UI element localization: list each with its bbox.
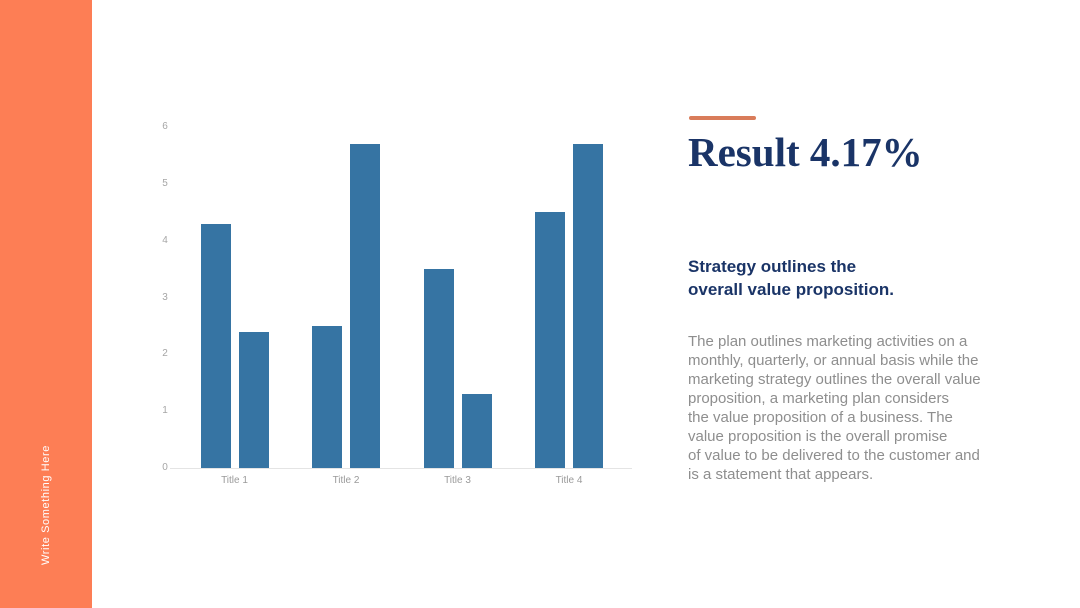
x-axis-category-label: Title 2 [332,475,360,486]
y-axis-tick-label: 6 [162,121,168,133]
y-axis-tick-label: 1 [162,405,168,417]
y-axis-tick-label: 3 [162,291,168,303]
bar-title-2-series-1 [312,325,342,468]
y-axis-tick-label: 5 [162,177,168,189]
bar-chart: 0 1 2 3 4 5 6 Title 1 Title 2 Title 3 Title 4 [155,115,640,495]
sidebar: Write Something Here [0,0,92,608]
accent-line [689,116,756,120]
x-axis-category-label: Title 4 [555,475,583,486]
bar-title-4-series-1 [535,212,565,468]
bar-title-4-series-2 [573,144,603,468]
x-axis-line [170,468,632,469]
y-axis-tick-label: 0 [162,462,168,473]
x-axis-category-label: Title 3 [444,475,471,486]
result-title: Result 4.17% [688,129,923,175]
sidebar-vertical-text: Write Something Here [40,444,52,565]
bar-title-1-series-1 [200,223,231,468]
bar-title-3-series-1 [423,269,454,468]
strategy-subtitle: Strategy outlines the overall value prop… [688,257,894,299]
sidebar-vertical-text-wrap: Write Something Here [0,441,92,569]
body-paragraph: The plan outlines marketing activities o… [688,333,981,483]
bar-title-1-series-2 [238,331,269,468]
bar-title-2-series-2 [350,144,380,468]
y-axis-tick-label: 4 [162,234,168,246]
x-axis-category-label: Title 1 [221,475,248,486]
content-panel: Result 4.17% Strategy outlines the overa… [688,114,1018,514]
y-axis-tick-label: 2 [162,348,168,360]
bar-title-3-series-2 [461,394,492,468]
